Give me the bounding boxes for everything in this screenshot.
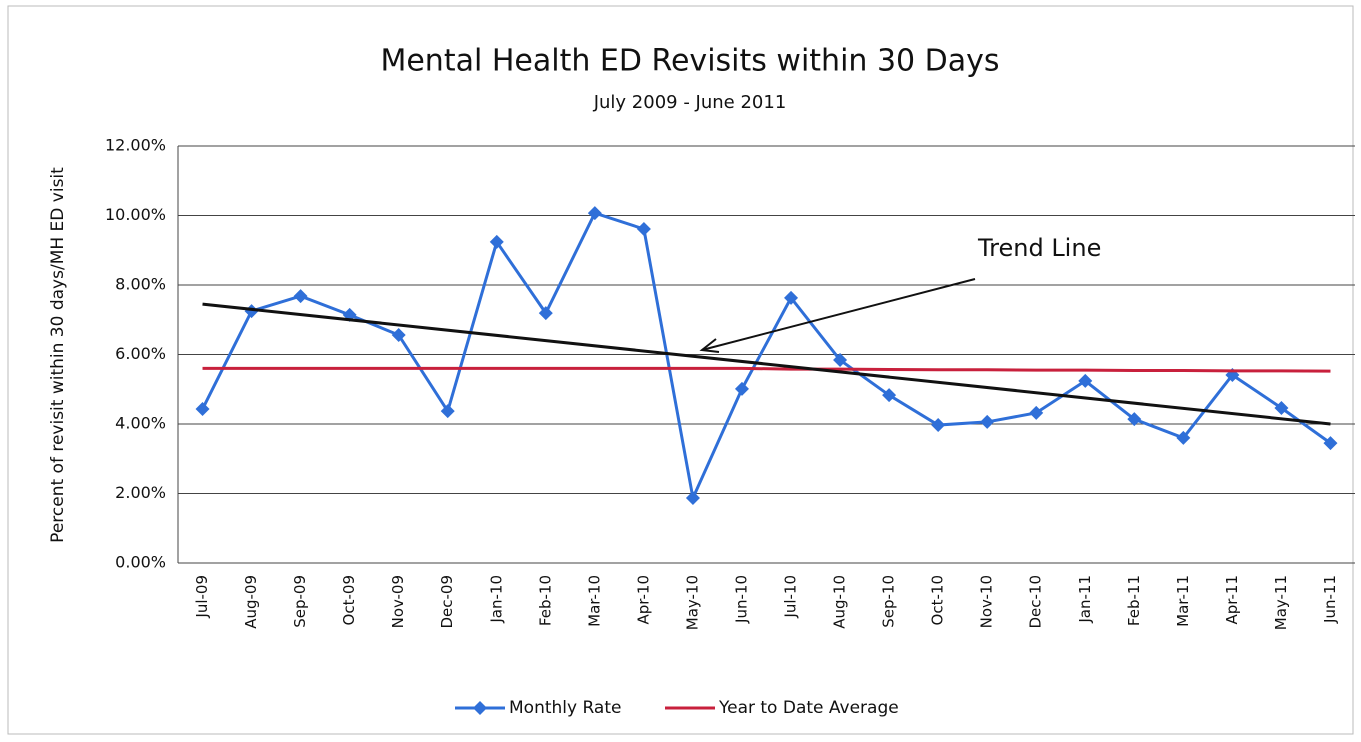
y-tick-label: 10.00% xyxy=(105,205,166,224)
x-tick-label: Feb-10 xyxy=(536,575,554,626)
data-point xyxy=(1274,401,1289,416)
x-tick-label: Aug-10 xyxy=(831,575,849,629)
x-tick-label: Mar-11 xyxy=(1174,575,1192,627)
x-tick-label: Oct-10 xyxy=(929,575,947,625)
y-tick-label: 12.00% xyxy=(105,136,166,155)
data-point xyxy=(195,402,210,417)
data-point xyxy=(1078,373,1093,388)
data-point xyxy=(980,414,995,429)
data-point xyxy=(784,290,799,305)
series-line xyxy=(202,366,1331,373)
y-tick-label: 8.00% xyxy=(115,275,166,294)
data-point xyxy=(293,289,308,304)
x-tick-label: Jan-11 xyxy=(1076,575,1094,624)
x-tick-label: Sep-09 xyxy=(291,575,309,628)
y-tick-label: 6.00% xyxy=(115,344,166,363)
x-tick-label: Jul-09 xyxy=(193,575,211,619)
x-tick-label: Feb-11 xyxy=(1125,575,1143,626)
data-point xyxy=(1323,436,1338,451)
data-point xyxy=(685,491,700,506)
x-tick-label: Nov-09 xyxy=(389,575,407,628)
x-tick-label: Jul-10 xyxy=(782,575,800,619)
x-tick-label: Jun-10 xyxy=(732,575,750,624)
data-point xyxy=(587,206,602,221)
annotation-arrow xyxy=(701,278,976,351)
x-tick-label: Mar-10 xyxy=(585,575,603,627)
chart-frame xyxy=(7,5,1354,735)
legend-label: Year to Date Average xyxy=(718,698,899,718)
data-point xyxy=(391,328,406,343)
x-tick-label: Dec-10 xyxy=(1027,575,1045,629)
data-point xyxy=(1176,430,1191,445)
y-tick-label: 2.00% xyxy=(115,483,166,502)
data-point xyxy=(538,306,553,321)
series-line xyxy=(201,211,1332,504)
annotation-arrowhead xyxy=(699,338,720,353)
legend-marker xyxy=(473,701,487,715)
data-point xyxy=(931,418,946,433)
x-tick-label: Jan-10 xyxy=(487,575,505,624)
y-axis-label: Percent of revisit within 30 days/MH ED … xyxy=(48,167,68,543)
x-tick-label: Nov-10 xyxy=(978,575,996,628)
annotation: Trend Line xyxy=(977,234,1101,262)
legend-label: Monthly Rate xyxy=(509,698,621,718)
trend-line xyxy=(202,302,1331,426)
x-tick-label: May-11 xyxy=(1272,575,1290,630)
data-point xyxy=(440,404,455,419)
y-tick-label: 0.00% xyxy=(115,553,166,572)
x-tick-label: Apr-11 xyxy=(1223,575,1241,625)
x-tick-label: Aug-09 xyxy=(242,575,260,629)
x-tick-label: Oct-09 xyxy=(340,575,358,625)
data-point xyxy=(489,234,504,249)
data-point xyxy=(1127,412,1142,427)
data-point xyxy=(636,222,651,237)
x-tick-label: Sep-10 xyxy=(880,575,898,628)
x-tick-label: May-10 xyxy=(683,575,701,630)
data-point xyxy=(882,388,897,403)
chart-title: Mental Health ED Revisits within 30 Days xyxy=(380,44,999,79)
x-tick-label: Dec-09 xyxy=(438,575,456,629)
y-tick-label: 4.00% xyxy=(115,414,166,433)
data-point xyxy=(833,353,848,368)
x-tick-label: Apr-10 xyxy=(634,575,652,625)
chart-subtitle: July 2009 - June 2011 xyxy=(593,92,787,113)
data-point xyxy=(1029,405,1044,420)
data-point xyxy=(734,381,749,396)
x-tick-label: Jun-11 xyxy=(1321,575,1339,624)
